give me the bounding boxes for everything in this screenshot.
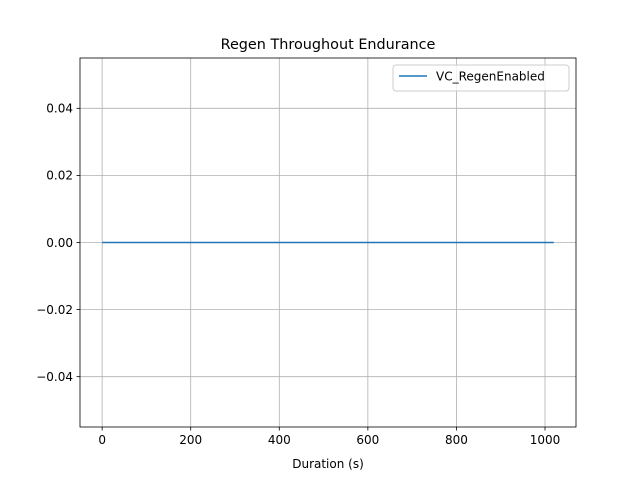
- chart-title: Regen Throughout Endurance: [221, 37, 436, 53]
- x-tick-label: 400: [268, 433, 291, 447]
- x-tick-label: 200: [179, 433, 202, 447]
- y-tick-label: −0.02: [36, 303, 73, 317]
- legend: VC_RegenEnabled: [392, 64, 570, 92]
- x-axis-label: Duration (s): [292, 457, 364, 471]
- x-tick-label: 800: [445, 433, 468, 447]
- x-tick-label: 1000: [530, 433, 561, 447]
- x-tick-label: 0: [98, 433, 106, 447]
- y-tick-label: 0.02: [46, 169, 73, 183]
- y-tick-label: −0.04: [36, 370, 73, 384]
- x-tick-label: 600: [356, 433, 379, 447]
- legend-label-vc-regen-enabled: VC_RegenEnabled: [436, 70, 545, 84]
- y-tick-label: 0.04: [46, 102, 73, 116]
- legend-box: [392, 64, 570, 92]
- y-axis-ticks: −0.04 −0.02 0.00 0.02 0.04: [36, 102, 80, 384]
- y-tick-label: 0.00: [46, 236, 73, 250]
- x-axis-ticks: 0 200 400 600 800 1000: [98, 427, 560, 447]
